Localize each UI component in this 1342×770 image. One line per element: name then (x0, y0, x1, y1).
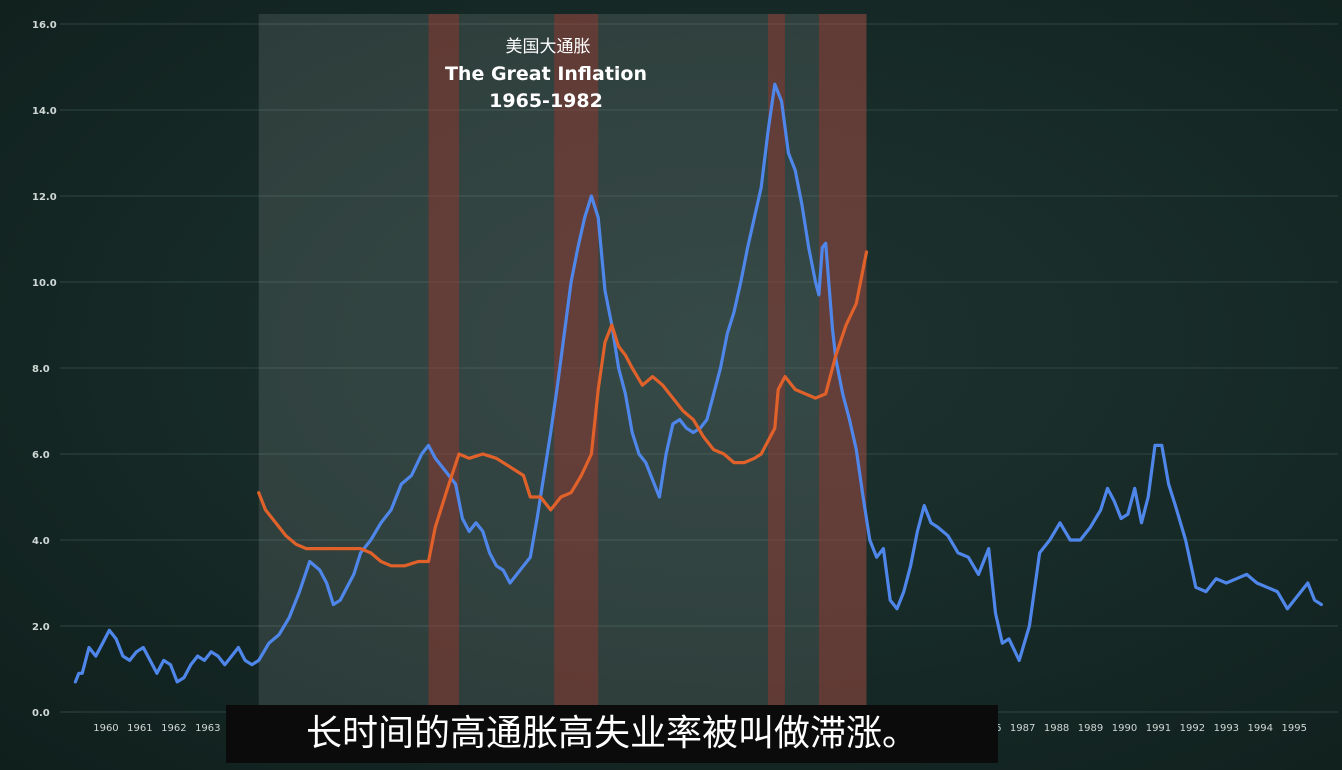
great-inflation-band (258, 14, 867, 712)
recession-band (818, 14, 867, 712)
x-tick-label: 1990 (1112, 723, 1137, 734)
annotation-years: 1965-1982 (489, 90, 603, 112)
x-tick-label: 1987 (1010, 723, 1035, 734)
x-tick-label: 1995 (1282, 723, 1307, 734)
x-tick-label: 1960 (93, 723, 118, 734)
series-line-orange (257, 250, 869, 568)
y-tick-label: 0.0 (32, 708, 50, 719)
y-tick-label: 16.0 (32, 20, 57, 31)
y-tick-label: 8.0 (32, 364, 50, 375)
recession-band (767, 14, 785, 712)
x-tick-label: 1994 (1248, 723, 1273, 734)
recession-band (428, 14, 460, 712)
x-tick-label: 1991 (1146, 723, 1171, 734)
era-annotation: 美国大通胀 The Great Inflation 1965-1982 (445, 37, 647, 112)
series-line-blue (73, 82, 1323, 684)
annotation-chinese: 美国大通胀 (506, 37, 591, 57)
y-tick-label: 6.0 (32, 450, 50, 461)
y-tick-label: 14.0 (32, 106, 57, 117)
x-tick-label: 1992 (1180, 723, 1205, 734)
shaded-bands (258, 14, 867, 712)
y-axis: 0.0 2.0 4.0 6.0 8.0 10.0 12.0 14.0 16.0 (32, 20, 57, 719)
y-tick-label: 4.0 (32, 536, 50, 547)
x-tick-label: 1993 (1214, 723, 1239, 734)
annotation-english: The Great Inflation (445, 63, 647, 85)
x-tick-label: 1961 (127, 723, 152, 734)
grid (60, 23, 1338, 713)
x-tick-label: 1988 (1044, 723, 1069, 734)
x-tick-label: 1963 (195, 723, 220, 734)
video-subtitle: 长时间的高通胀高失业率被叫做滞涨。 (226, 705, 998, 763)
y-tick-label: 2.0 (32, 622, 50, 633)
x-tick-label: 1962 (161, 723, 186, 734)
y-tick-label: 12.0 (32, 192, 57, 203)
series-lines (73, 82, 1323, 684)
y-tick-label: 10.0 (32, 278, 57, 289)
x-tick-label: 1989 (1078, 723, 1103, 734)
